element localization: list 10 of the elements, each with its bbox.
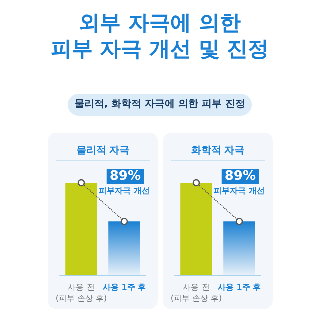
text: 외부 자극에 의한 피부 자극 개선 및 진정 [50,10,270,62]
text: 물리적, 화학적 자극에 의한 피부 진정 [68,94,252,116]
x-tick-label: 사용 1주 후 [218,283,262,292]
annotation: 피부자극 개선 [214,186,266,196]
annotation: 89% [224,169,256,184]
x-tick-label: 사용 1주 후 [102,283,146,292]
chart-title: 화학적 자극 [191,146,245,156]
chart-title: 물리적 자극 [76,146,130,156]
annotation: 89% [110,169,142,184]
annotation: 피부자극 개선 [99,186,150,196]
